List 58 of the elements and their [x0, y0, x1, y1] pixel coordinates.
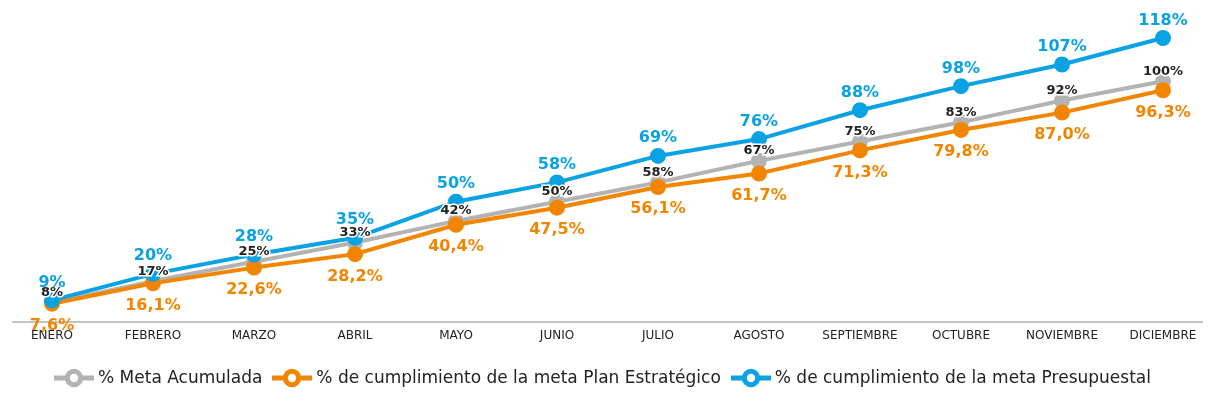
legend-label: % de cumplimiento de la meta Presupuestal [774, 367, 1151, 387]
data-label: 22,6% [226, 279, 282, 299]
point [549, 199, 565, 216]
x-tick-label: MAYO [439, 327, 473, 342]
point [852, 142, 868, 159]
legend-label: % Meta Acumulada [98, 367, 263, 387]
point [448, 216, 464, 233]
point [650, 147, 666, 164]
x-tick-label: MARZO [231, 327, 277, 342]
data-label: 76% [739, 110, 779, 130]
point [953, 78, 969, 95]
data-label: 42% [440, 202, 472, 218]
x-tick-label: JULIO [641, 327, 674, 342]
data-label: 79,8% [933, 141, 989, 161]
data-label: 88% [840, 81, 880, 101]
data-label: 47,5% [529, 219, 585, 239]
data-label: 16,1% [125, 294, 181, 314]
point [852, 102, 868, 119]
data-label: 69% [638, 127, 678, 147]
data-label: 87,0% [1034, 124, 1090, 144]
data-label: 56,1% [630, 198, 686, 218]
data-label: 40,4% [428, 236, 484, 256]
data-label: 67% [743, 142, 775, 158]
data-label: 50% [436, 173, 476, 193]
legend-label: % de cumplimiento de la meta Plan Estratégico [316, 367, 721, 387]
data-label: 83% [945, 103, 977, 119]
x-tick-label: AGOSTO [733, 327, 785, 342]
data-label: 61,7% [731, 185, 787, 204]
point [246, 259, 262, 276]
point [650, 178, 666, 195]
data-label: 20% [133, 245, 173, 265]
x-tick-label: SEPTIEMBRE [822, 327, 898, 342]
data-label: 28% [234, 226, 274, 246]
x-tick-label: NOVIEMBRE [1025, 327, 1099, 342]
x-tick-label: DICIEMBRE [1129, 327, 1197, 342]
data-label: 96,3% [1135, 101, 1191, 121]
data-label: 75% [844, 122, 876, 138]
point [1155, 82, 1171, 99]
data-label: 58% [642, 163, 674, 179]
data-label: 50% [541, 183, 573, 199]
point [1054, 56, 1070, 73]
x-tick-label: ABRIL [337, 327, 373, 342]
data-label: 98% [941, 57, 981, 77]
data-label: 71,3% [832, 161, 888, 181]
point [347, 246, 363, 263]
data-label: 118% [1138, 9, 1188, 29]
point [751, 165, 767, 182]
point [1155, 30, 1171, 46]
x-tick-label: FEBRERO [124, 327, 182, 342]
x-tick-label: JUNIO [538, 327, 575, 342]
data-label: 28,2% [327, 265, 383, 285]
point [953, 121, 969, 138]
point [1054, 104, 1070, 121]
data-label: 92% [1046, 82, 1078, 98]
data-label: 100% [1142, 62, 1184, 78]
data-label: 58% [537, 153, 577, 173]
data-label: 107% [1037, 35, 1087, 55]
x-tick-label: OCTUBRE [931, 327, 991, 342]
